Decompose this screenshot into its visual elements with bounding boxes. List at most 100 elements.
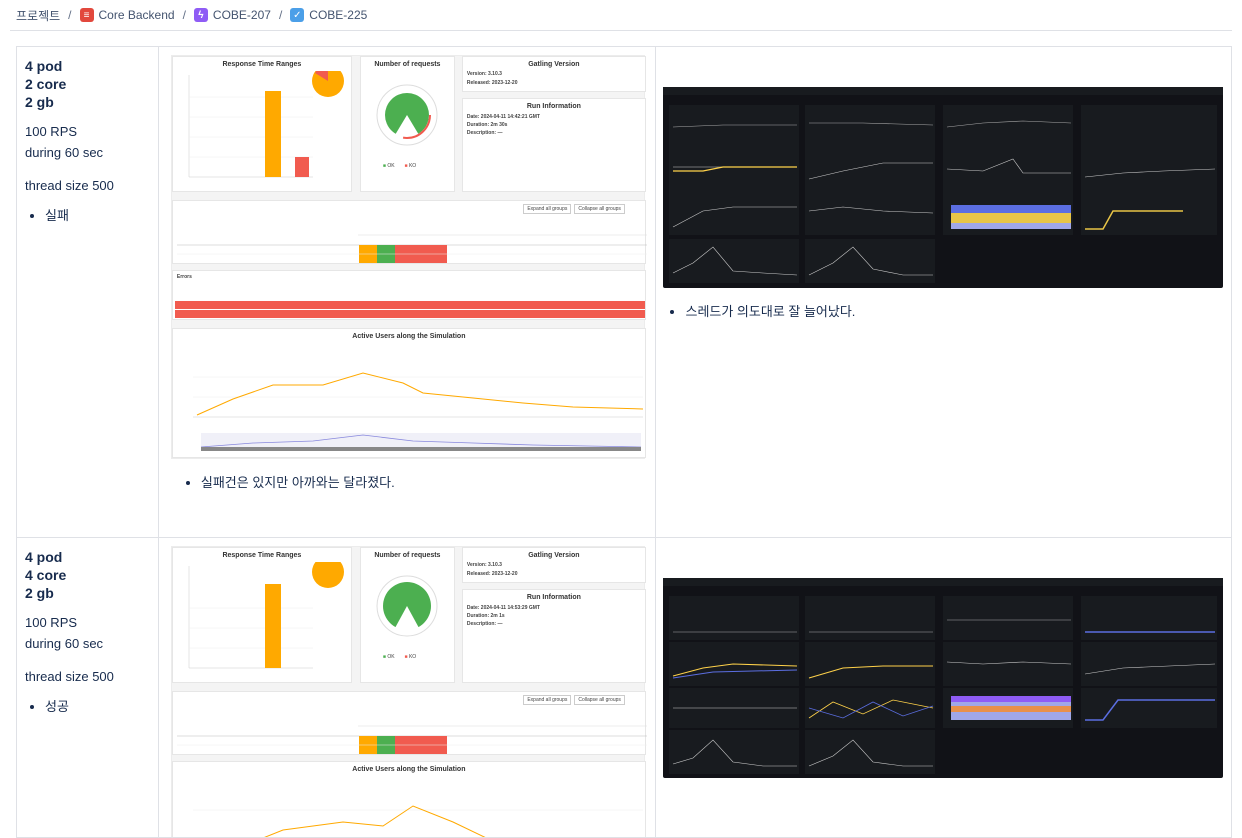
group-controls: Expand all groups Collapse all groups: [523, 695, 625, 705]
breadcrumb-root[interactable]: 프로젝트: [16, 8, 61, 23]
run-description: Description: —: [466, 130, 503, 136]
results-table: 4 pod 2 core 2 gb 100 RPS during 60 sec …: [16, 46, 1232, 838]
spec-pods: 4 pod: [25, 549, 63, 565]
response-time-panel: Response Time Ranges: [171, 547, 352, 683]
requests-legend: ■ OK ■ KO: [383, 163, 416, 169]
project-icon: ≡: [79, 8, 94, 22]
breadcrumb-item-project[interactable]: ≡ Core Backend: [79, 8, 175, 22]
breadcrumb-separator: /: [68, 8, 72, 22]
active-users-chart: [192, 372, 643, 451]
response-time-panel: Response Time Ranges: [171, 56, 352, 192]
grafana-dashboard-graphic: [663, 578, 1224, 774]
error-row: [174, 310, 645, 318]
breadcrumb-item-task[interactable]: ✓ COBE-225: [290, 8, 367, 22]
breadcrumb-label: COBE-207: [212, 8, 271, 22]
run-info-panel: Run Information Date: 2024-04-11 14:53:2…: [461, 589, 646, 683]
grafana-cell: [656, 538, 1232, 837]
version-text: Version: 3.10.3: [466, 71, 502, 77]
panel-title: Active Users along the Simulation: [352, 333, 466, 340]
header-divider: [10, 30, 1232, 31]
error-row: [174, 301, 645, 309]
requests-legend: ■ OK ■ KO: [383, 654, 416, 660]
spec-memory: 2 gb: [25, 94, 54, 110]
spec-pods: 4 pod: [25, 58, 63, 74]
requests-donut: [376, 575, 438, 637]
group-controls: Expand all groups Collapse all groups: [523, 204, 625, 214]
gatling-report-screenshot[interactable]: Response Time Ranges: [170, 55, 647, 459]
legend-ko: ■ KO: [404, 654, 417, 660]
requests-panel: Number of requests ■ OK ■ KO: [359, 547, 455, 683]
spec-cores: 4 core: [25, 567, 67, 583]
panel-title: Number of requests: [374, 61, 441, 68]
gatling-report-cell: Response Time Ranges: [159, 47, 657, 537]
released-text: Released: 2023-12-20: [466, 571, 518, 577]
caption-item: 실패건은 있지만 아까와는 달라졌다.: [201, 473, 644, 493]
caption-list: 스레드가 의도대로 잘 늘어났다.: [663, 302, 1224, 322]
collapse-groups-button[interactable]: Collapse all groups: [574, 695, 625, 705]
statistics-panel: Expand all groups Collapse all groups: [171, 200, 647, 264]
duration-text: during 60 sec: [25, 145, 104, 160]
legend-ok: ■ OK: [382, 654, 395, 660]
panel-title: Number of requests: [374, 552, 441, 559]
gatling-report-screenshot[interactable]: Response Time Ranges Number of requests: [170, 546, 647, 837]
gatling-report-cell: Response Time Ranges Number of requests: [159, 538, 657, 837]
breadcrumb: 프로젝트 / ≡ Core Backend / ϟ COBE-207 / ✓ C…: [16, 6, 367, 24]
response-time-chart: [188, 71, 344, 178]
gatling-version-panel: Gatling Version Version: 3.10.3 Released…: [461, 56, 646, 92]
thread-text: thread size 500: [25, 178, 114, 193]
run-duration: Duration: 2m 1s: [466, 613, 505, 619]
grafana-dashboard-screenshot[interactable]: [663, 87, 1224, 288]
caption-list: 실패건은 있지만 아까와는 달라졌다.: [171, 473, 644, 493]
grafana-dashboard-graphic: [663, 87, 1224, 283]
caption-item: 스레드가 의도대로 잘 늘어났다.: [685, 302, 1224, 322]
duration-text: during 60 sec: [25, 636, 104, 651]
result-list: 실패: [25, 206, 150, 226]
panel-title: Run Information: [526, 594, 581, 601]
thread-text: thread size 500: [25, 669, 114, 684]
spec-cell: 4 pod 2 core 2 gb 100 RPS during 60 sec …: [17, 47, 159, 537]
active-users-panel: Active Users along the Simulation: [171, 761, 646, 837]
result-item: 실패: [45, 206, 150, 226]
spec-cores: 2 core: [25, 76, 67, 92]
epic-icon: ϟ: [193, 8, 208, 22]
spec-cell: 4 pod 4 core 2 gb 100 RPS during 60 sec …: [17, 538, 159, 837]
table-row: 4 pod 4 core 2 gb 100 RPS during 60 sec …: [17, 538, 1232, 838]
legend-ok: ■ OK: [382, 163, 395, 169]
errors-panel: Errors: [171, 270, 646, 320]
panel-title: Run Information: [526, 103, 581, 110]
panel-title: Gatling Version: [528, 552, 580, 559]
collapse-groups-button[interactable]: Collapse all groups: [574, 204, 625, 214]
rps-text: 100 RPS: [25, 124, 78, 139]
expand-groups-button[interactable]: Expand all groups: [523, 695, 572, 705]
rps-text: 100 RPS: [25, 615, 78, 630]
run-date: Date: 2024-04-11 14:53:29 GMT: [466, 605, 540, 611]
spec-memory: 2 gb: [25, 585, 54, 601]
run-duration: Duration: 2m 30s: [466, 122, 508, 128]
grafana-cell: 스레드가 의도대로 잘 늘어났다.: [656, 47, 1232, 537]
errors-title: Errors: [176, 274, 192, 280]
result-item: 성공: [45, 697, 150, 717]
result-list: 성공: [25, 697, 150, 717]
breadcrumb-item-epic[interactable]: ϟ COBE-207: [193, 8, 271, 22]
panel-title: Response Time Ranges: [222, 552, 302, 559]
breadcrumb-separator: /: [278, 8, 283, 22]
version-text: Version: 3.10.3: [466, 562, 502, 568]
run-description: Description: —: [466, 621, 503, 627]
task-checkbox-icon: ✓: [290, 8, 305, 22]
requests-panel: Number of requests ■ OK ■ KO: [359, 56, 455, 192]
breadcrumb-separator: /: [182, 8, 186, 22]
expand-groups-button[interactable]: Expand all groups: [523, 204, 572, 214]
response-time-chart: [188, 562, 344, 669]
legend-ko: ■ KO: [404, 163, 417, 169]
requests-donut: [376, 84, 438, 146]
grafana-dashboard-screenshot[interactable]: [663, 578, 1224, 778]
run-info-panel: Run Information Date: 2024-04-11 14:42:2…: [461, 98, 646, 192]
statistics-table-graphic: [176, 234, 647, 263]
run-date: Date: 2024-04-11 14:42:21 GMT: [466, 114, 540, 120]
active-users-chart: [192, 805, 643, 837]
breadcrumb-label: COBE-225: [309, 8, 368, 22]
gatling-version-panel: Gatling Version Version: 3.10.3 Released…: [461, 547, 646, 583]
released-text: Released: 2023-12-20: [466, 80, 518, 86]
statistics-table-graphic: [176, 725, 647, 754]
active-users-panel: Active Users along the Simulation: [171, 328, 646, 458]
